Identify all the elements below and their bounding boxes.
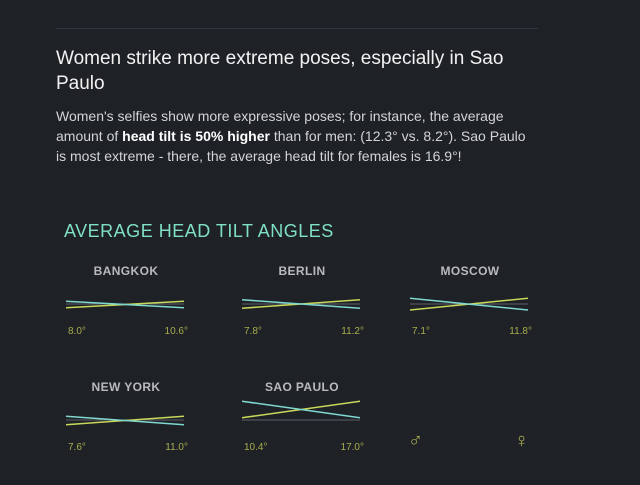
male-value-label: 7.1° [412, 326, 430, 337]
female-line [409, 297, 529, 311]
section-heading: Women strike more extreme poses, especia… [56, 48, 504, 94]
paragraph-text-1: Women's selfies show more expressive pos… [56, 108, 504, 144]
top-divider [56, 28, 538, 29]
female-value-label: 11.0° [165, 442, 188, 453]
slope-chart [409, 297, 529, 311]
section-paragraph: Women's selfies show more expressive pos… [56, 106, 536, 166]
male-value-label: 10.4° [244, 442, 268, 453]
slope-chart [65, 415, 185, 426]
paragraph-text-2: than for men: (12.3° vs. 8.2°). Sao Paul… [56, 128, 526, 164]
male-value-label: 7.8° [244, 326, 262, 337]
paragraph-bold: head tilt is 50% higher [122, 128, 270, 144]
panel-city-label: BANGKOK [93, 264, 159, 278]
panel-city-label: BERLIN [278, 264, 326, 278]
male-value-label: 8.0° [68, 326, 86, 337]
slope-chart [241, 299, 361, 309]
panel-sao-paulo: SAO PAULO 10.4° 17.0° [240, 380, 364, 460]
female-line [65, 415, 185, 426]
slope-chart [241, 400, 361, 421]
female-value-label: 11.2° [341, 326, 364, 337]
slope-chart [65, 300, 185, 309]
female-value-label: 11.8° [509, 326, 532, 337]
female-line [241, 299, 361, 309]
panel-city-label: MOSCOW [440, 264, 500, 278]
female-symbol-icon: ♀ [514, 430, 529, 452]
female-line [241, 400, 361, 419]
male-value-label: 7.6° [68, 442, 86, 453]
male-symbol-icon: ♂ [408, 430, 423, 452]
chart-title: AVERAGE HEAD TILT ANGLES [64, 221, 334, 241]
female-line [65, 300, 185, 309]
panel-moscow: MOSCOW 7.1° 11.8° [408, 264, 532, 344]
panel-berlin: BERLIN 7.8° 11.2° [240, 264, 364, 344]
panel-new-york: NEW YORK 7.6° 11.0° [64, 380, 188, 460]
panel-bangkok: BANGKOK 8.0° 10.6° [64, 264, 188, 344]
female-value-label: 10.6° [164, 326, 188, 337]
panel-city-label: SAO PAULO [264, 380, 340, 394]
female-value-label: 17.0° [340, 442, 364, 453]
panel-city-label: NEW YORK [91, 380, 161, 394]
